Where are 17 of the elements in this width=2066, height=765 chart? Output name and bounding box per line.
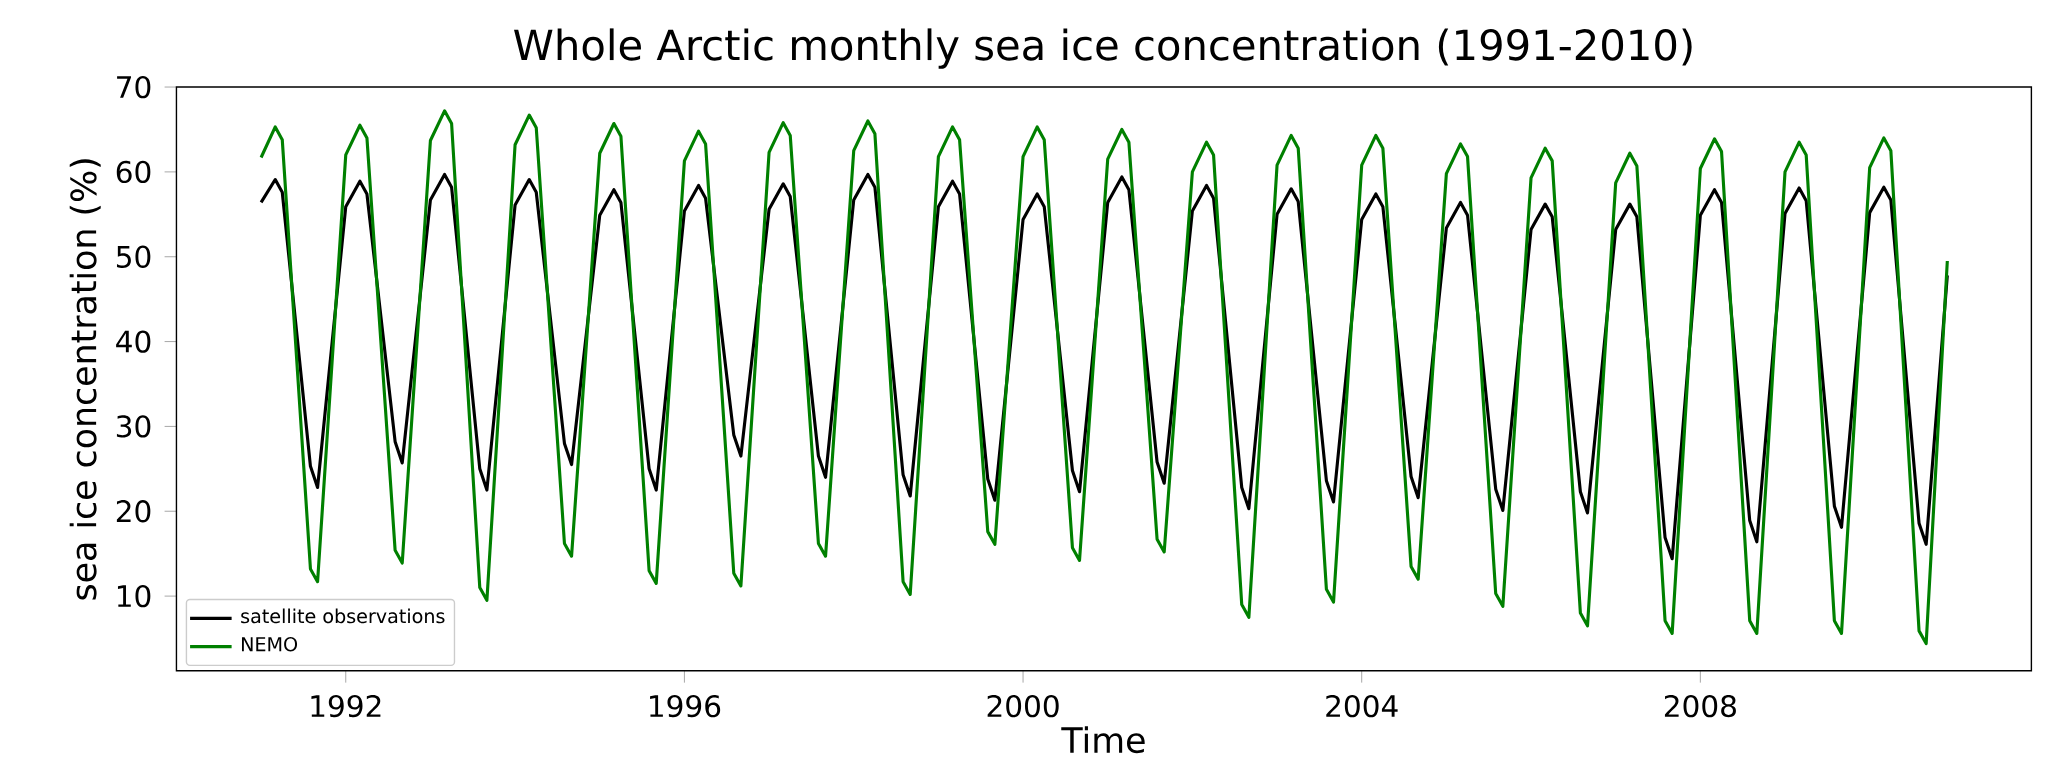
y-tick-label: 10 bbox=[117, 585, 151, 608]
legend-label: satellite observations bbox=[241, 608, 445, 624]
y-tick-label: 70 bbox=[117, 76, 151, 99]
y-tick-label: 50 bbox=[116, 245, 151, 269]
chart-title: Whole Arctic monthly sea ice concentration (1991-2010) bbox=[514, 28, 1692, 69]
legend-label: NEMO bbox=[241, 637, 298, 652]
x-tick-label: 2000 bbox=[987, 695, 1059, 718]
x-tick-label: 1992 bbox=[311, 695, 381, 718]
x-tick-label: 1996 bbox=[650, 695, 721, 718]
x-tick-label: 2004 bbox=[1326, 695, 1398, 718]
y-tick-label: 40 bbox=[116, 330, 151, 353]
x-axis-title: Time bbox=[1061, 726, 1145, 754]
y-tick-label: 60 bbox=[116, 160, 151, 184]
y-tick-label: 20 bbox=[116, 500, 151, 523]
x-tick-label: 2008 bbox=[1664, 695, 1736, 718]
y-tick-label: 30 bbox=[116, 415, 151, 438]
y-axis-title: sea ice concentration (%) bbox=[69, 159, 101, 600]
